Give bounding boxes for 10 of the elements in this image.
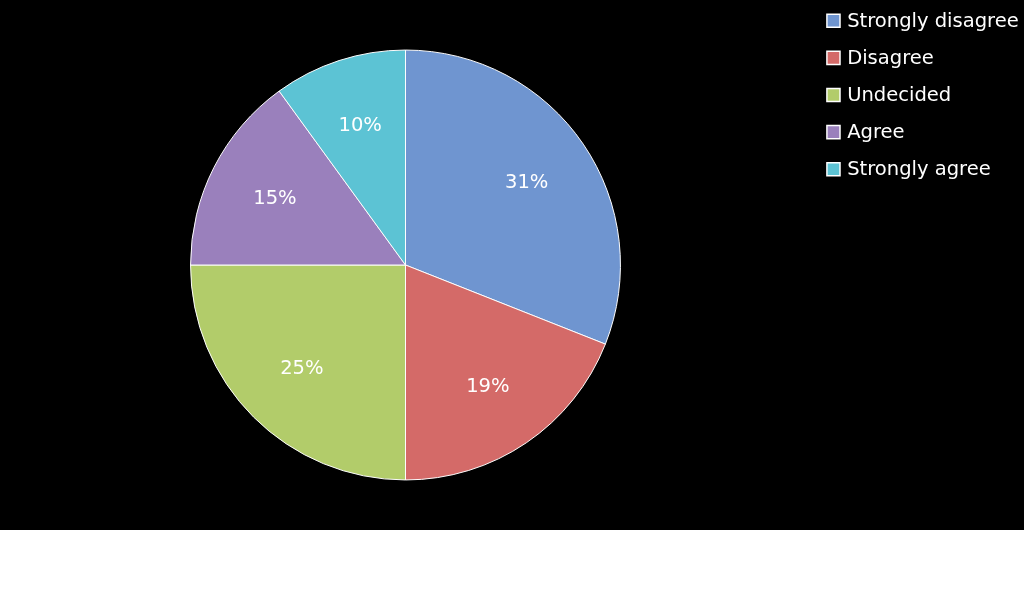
data-label: 15% bbox=[253, 186, 297, 210]
data-label: 25% bbox=[280, 356, 324, 380]
legend-label: Strongly disagree bbox=[847, 8, 1019, 32]
legend-label: Agree bbox=[847, 119, 905, 143]
data-label: 19% bbox=[466, 374, 510, 398]
legend-label: Strongly agree bbox=[847, 157, 991, 181]
legend-label: Disagree bbox=[847, 45, 934, 69]
data-label: 31% bbox=[505, 170, 549, 194]
legend-label: Undecided bbox=[847, 82, 952, 106]
data-label: 10% bbox=[338, 113, 382, 137]
